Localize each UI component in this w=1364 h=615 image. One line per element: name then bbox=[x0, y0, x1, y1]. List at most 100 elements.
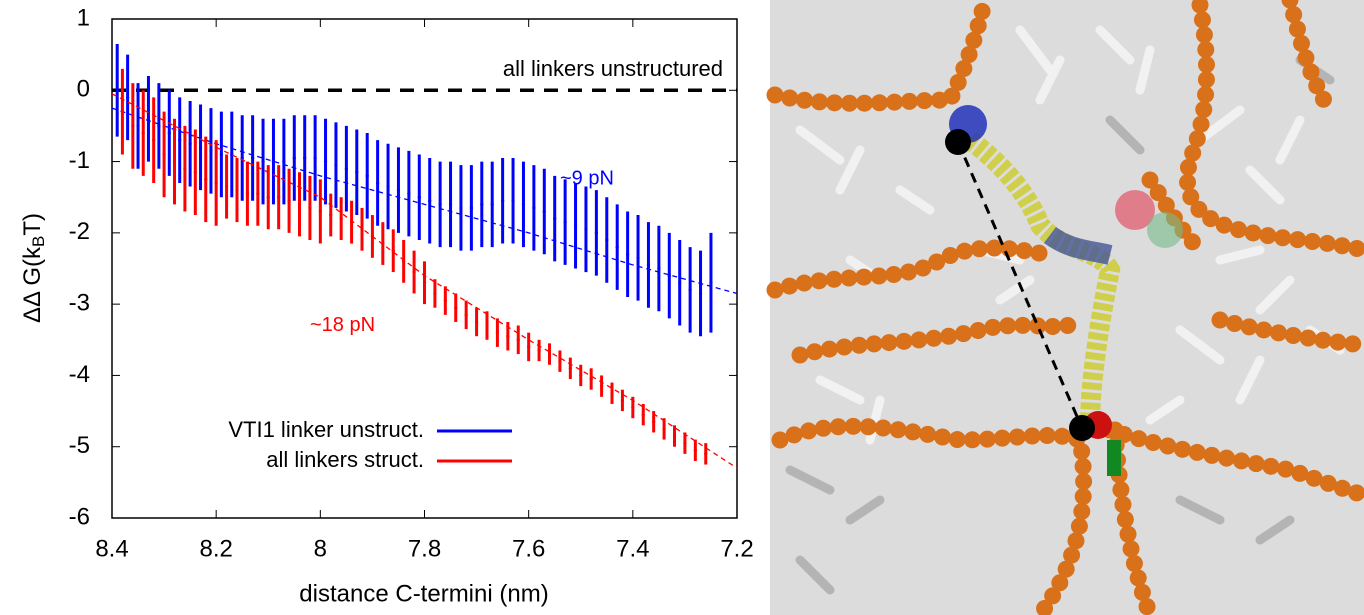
point bbox=[287, 199, 290, 202]
point bbox=[527, 345, 530, 348]
point bbox=[142, 131, 145, 134]
x-tick-label: 7.2 bbox=[720, 535, 753, 562]
point bbox=[439, 203, 442, 206]
point bbox=[465, 313, 468, 316]
y-tick-label: -1 bbox=[69, 147, 90, 174]
page: {"chart_data": {"type": "errorbar", "x_l… bbox=[0, 0, 1364, 615]
point bbox=[178, 139, 181, 142]
y-tick-label: 1 bbox=[77, 4, 90, 31]
annotation: ~9 pN bbox=[560, 168, 614, 190]
point bbox=[506, 335, 509, 338]
point bbox=[189, 142, 192, 145]
y-axis-label: ΔΔ G(kBT) bbox=[19, 213, 48, 323]
legend-label: VTI1 linker unstruct. bbox=[228, 417, 424, 442]
point bbox=[194, 171, 197, 174]
point bbox=[694, 449, 697, 452]
point bbox=[319, 210, 322, 213]
point bbox=[584, 228, 587, 231]
point bbox=[511, 199, 514, 202]
figure: distance C-termini (nm) ΔΔ G(kBT) -6-5-4… bbox=[0, 0, 1364, 615]
point bbox=[631, 406, 634, 409]
point bbox=[204, 178, 207, 181]
point bbox=[428, 199, 431, 202]
point bbox=[235, 188, 238, 191]
x-axis-label: distance C-termini (nm) bbox=[299, 580, 548, 607]
point bbox=[444, 299, 447, 302]
point bbox=[579, 374, 582, 377]
point bbox=[433, 292, 436, 295]
point bbox=[308, 206, 311, 209]
point bbox=[699, 292, 702, 295]
y-tick-label: -4 bbox=[69, 361, 90, 388]
point bbox=[683, 442, 686, 445]
point bbox=[418, 196, 421, 199]
point bbox=[459, 206, 462, 209]
point bbox=[329, 213, 332, 216]
y-tick-label: -2 bbox=[69, 218, 90, 245]
x-tick-label: 7.6 bbox=[512, 535, 545, 562]
point bbox=[376, 181, 379, 184]
legend-label: all linkers struct. bbox=[266, 447, 424, 472]
point bbox=[251, 156, 254, 159]
point bbox=[183, 167, 186, 170]
point bbox=[340, 217, 343, 220]
point bbox=[652, 420, 655, 423]
point bbox=[449, 203, 452, 206]
point bbox=[569, 367, 572, 370]
membrane-render bbox=[770, 0, 1364, 615]
point bbox=[522, 203, 525, 206]
point bbox=[548, 352, 551, 355]
y-label-part: T) bbox=[19, 213, 46, 236]
point bbox=[162, 153, 165, 156]
point bbox=[678, 281, 681, 284]
point bbox=[121, 110, 124, 113]
point bbox=[616, 246, 619, 249]
point bbox=[558, 360, 561, 363]
point bbox=[246, 192, 249, 195]
point bbox=[261, 160, 264, 163]
point bbox=[402, 260, 405, 263]
point bbox=[136, 124, 139, 127]
point bbox=[673, 434, 676, 437]
x-tick-label: 8 bbox=[314, 535, 327, 562]
point bbox=[392, 249, 395, 252]
point bbox=[272, 160, 275, 163]
x-tick-label: 7.8 bbox=[408, 535, 441, 562]
point bbox=[334, 164, 337, 167]
point bbox=[131, 124, 134, 127]
y-tick-label: -3 bbox=[69, 289, 90, 316]
point bbox=[475, 320, 478, 323]
point bbox=[636, 256, 639, 259]
point bbox=[298, 203, 301, 206]
point bbox=[605, 238, 608, 241]
point bbox=[157, 124, 160, 127]
point bbox=[412, 270, 415, 273]
point bbox=[610, 392, 613, 395]
point bbox=[647, 263, 650, 266]
point bbox=[485, 324, 488, 327]
point bbox=[407, 192, 410, 195]
point bbox=[657, 267, 660, 270]
point bbox=[386, 185, 389, 188]
point bbox=[590, 377, 593, 380]
point bbox=[381, 242, 384, 245]
point bbox=[220, 153, 223, 156]
y-tick-label: 0 bbox=[77, 76, 90, 103]
point bbox=[303, 156, 306, 159]
point bbox=[543, 210, 546, 213]
point bbox=[704, 452, 707, 455]
annotation: ~18 pN bbox=[310, 314, 375, 336]
x-tick-label: 7.4 bbox=[616, 535, 649, 562]
point bbox=[564, 221, 567, 224]
point bbox=[491, 203, 494, 206]
x-tick-label: 8.4 bbox=[95, 535, 128, 562]
point bbox=[397, 188, 400, 191]
point bbox=[173, 160, 176, 163]
point bbox=[314, 156, 317, 159]
point bbox=[116, 89, 119, 92]
y-label-part: ΔΔ G(k bbox=[19, 246, 46, 323]
point bbox=[496, 331, 499, 334]
point bbox=[423, 281, 426, 284]
point bbox=[147, 117, 150, 120]
point bbox=[215, 181, 218, 184]
